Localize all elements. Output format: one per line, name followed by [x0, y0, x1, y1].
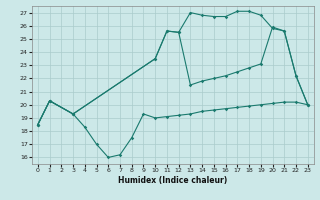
X-axis label: Humidex (Indice chaleur): Humidex (Indice chaleur): [118, 176, 228, 185]
